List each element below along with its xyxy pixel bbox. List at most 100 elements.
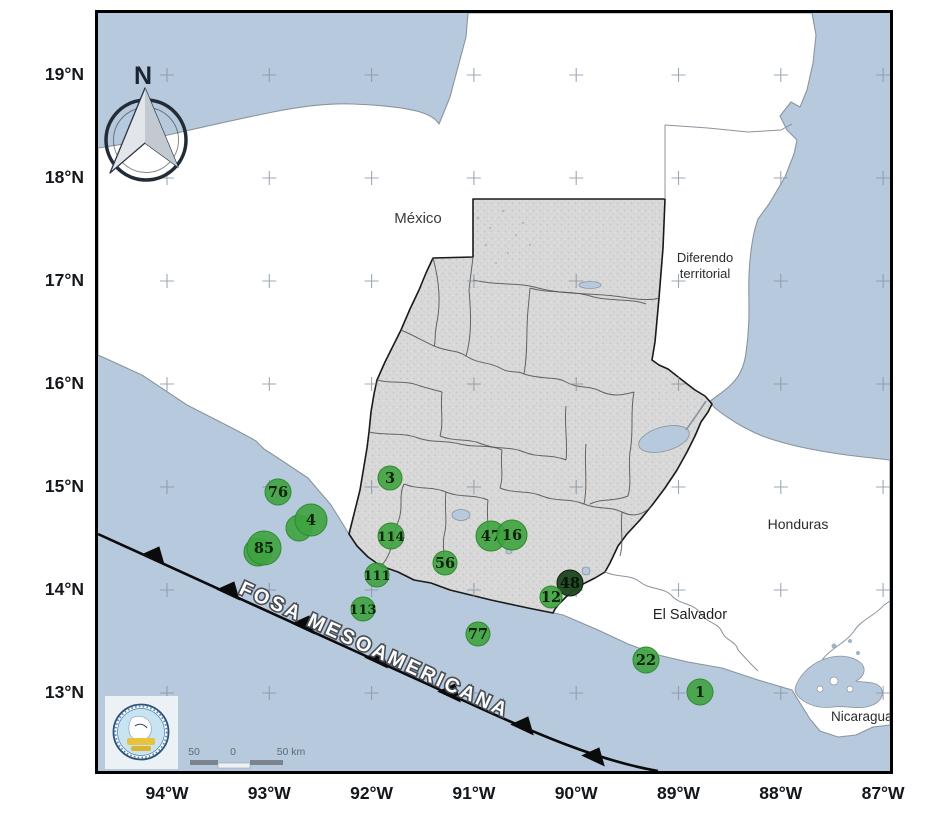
graticule-cross [671,583,686,597]
department-border [465,256,474,357]
graticule-cross [671,274,686,288]
department-border [380,483,405,567]
scale-left-label: 50 [188,746,200,758]
graticule-cross [466,480,481,494]
station-marker-circle [686,678,714,706]
department-border [499,487,585,505]
lon-tick-label: 92°W [350,783,394,803]
trench-tooth [437,683,461,703]
station-marker-circle [364,562,390,588]
graticule-cross [364,171,379,185]
north-label: N [134,62,152,90]
region-labels: México Diferendo territorial Honduras El… [394,210,890,724]
peten-wetlands [476,209,532,265]
fonseca-lagoons [831,639,860,655]
lon-tick-label: 89°W [657,783,700,803]
graticule-cross [160,583,174,597]
graticule-cross [773,480,788,494]
department-border [529,287,647,305]
station-marker-circle [496,519,528,551]
graticule-cross [876,583,890,597]
graticule-cross [876,171,890,185]
graticule-cross [569,171,584,185]
lon-tick-label: 87°W [861,783,905,803]
graticule-cross [364,274,379,288]
graticule-cross [160,480,174,494]
station-marker-value: 12 [541,589,561,606]
scale-zero-label: 0 [230,746,236,758]
department-border [465,355,525,375]
graticule-cross [671,480,686,494]
station-marker-value: 48 [560,575,580,592]
graticule-cross [773,68,788,82]
trench-teeth [141,546,605,767]
label-diferendo-1: Diferendo [677,250,733,265]
label-nicaragua: Nicaragua [831,709,890,724]
station-marker: 22 [632,646,660,674]
department-border [523,373,635,396]
graticule-cross [773,274,788,288]
lon-tick-label: 88°W [759,783,803,803]
graticule-cross [773,171,788,185]
lat-tick-label: 14°N [44,579,84,599]
graticule-cross [262,686,277,700]
station-marker: 48 [556,569,584,597]
department-border [432,257,440,347]
label-mexico: México [394,210,442,227]
rio-dulce [685,400,707,431]
station-marker-circle [556,569,584,597]
graticule-cross [160,377,174,391]
graticule-cross [364,68,379,82]
station-marker-circle [377,465,403,491]
station-marker-circle [377,522,405,550]
station-marker: 12 [539,585,563,609]
department-border [583,443,587,505]
station-marker: 111 [363,562,391,588]
graticule-cross [671,171,686,185]
scale-right-label: 50 km [277,746,306,758]
scale-bar: 50 0 50 km [188,746,306,769]
graticule-cross [262,274,277,288]
north-arrow: N [104,62,188,182]
graticule-cross [569,274,584,288]
lat-tick-label: 13°N [44,682,84,702]
graticule-cross [876,686,890,700]
department-border [400,329,435,347]
department-border [523,287,531,375]
trench-tooth [291,615,315,635]
lon-tick-label: 90°W [554,783,598,803]
station-marker-value: 77 [468,626,488,643]
trench-tooth [216,581,240,601]
lon-tick-label: 91°W [452,783,496,803]
neighbor-borders [604,123,890,672]
graticule-cross [466,274,481,288]
graticule-cross [364,480,379,494]
station-marker-circle [264,478,292,506]
lakes [451,281,707,576]
station-marker-circle [294,503,328,537]
trench-tooth [510,716,534,736]
station-marker-circle [246,530,282,566]
graticule-crosses [160,68,890,700]
graticule-cross [262,377,277,391]
station-marker-value: 113 [349,603,376,618]
graticule-cross [569,68,584,82]
department-border [627,391,635,497]
graticule-cross [569,686,584,700]
department-border [619,511,623,557]
station-marker: 56 [432,550,458,576]
station-marker-circle [432,550,458,576]
graticule-cross [671,686,686,700]
station-marker-value: 111 [363,569,390,584]
station-marker: 1 [686,678,714,706]
graticule-cross [262,583,277,597]
trench-tooth [364,649,388,669]
graticule-cross [466,171,481,185]
station-marker-value: 22 [636,652,656,669]
station-marker-value: 47 [481,528,501,545]
graticule-cross [466,68,481,82]
label-honduras: Honduras [768,516,829,532]
graticule-cross [773,686,788,700]
lat-tick-label: 15°N [44,476,84,496]
lat-tick-label: 18°N [44,167,84,187]
